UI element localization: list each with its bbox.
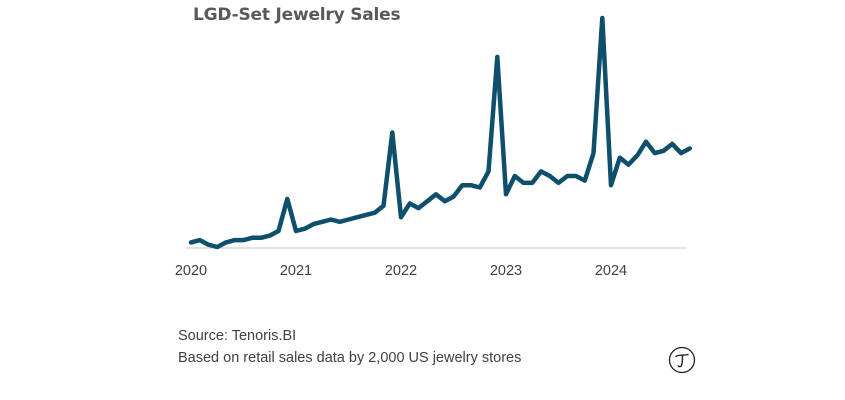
data-point (557, 181, 561, 185)
data-point (653, 151, 657, 155)
data-point (592, 151, 596, 155)
data-point (600, 16, 604, 20)
data-point (250, 236, 254, 240)
data-point (513, 174, 517, 178)
data-point (469, 183, 473, 187)
data-point (338, 220, 342, 224)
data-point (635, 153, 639, 157)
data-point (548, 174, 552, 178)
x-tick-label-2024: 2024 (595, 263, 627, 279)
data-point (417, 206, 421, 210)
data-point (268, 234, 272, 238)
data-point (198, 238, 202, 242)
data-point (609, 183, 613, 187)
data-point (583, 179, 587, 183)
data-point (382, 204, 386, 208)
data-point (460, 183, 464, 187)
data-point (679, 151, 683, 155)
data-point (259, 236, 263, 240)
data-point (522, 181, 526, 185)
data-point (688, 147, 692, 151)
data-point (618, 156, 622, 160)
data-point (294, 229, 298, 233)
data-point (434, 192, 438, 196)
data-point (355, 215, 359, 219)
data-point (644, 140, 648, 144)
data-point (443, 199, 447, 203)
x-tick-label-2022: 2022 (385, 263, 417, 279)
data-point (539, 169, 543, 173)
methodology-note: Based on retail sales data by 2,000 US j… (178, 350, 522, 366)
data-point (670, 142, 674, 146)
data-point (320, 220, 324, 224)
data-point (312, 222, 316, 226)
x-tick-label-2020: 2020 (175, 263, 207, 279)
data-point (425, 199, 429, 203)
series-group (188, 15, 693, 250)
data-point (233, 238, 237, 242)
data-point (662, 149, 666, 153)
x-axis-tick-labels: 2020 2021 2022 2023 2024 (175, 263, 627, 279)
tenoris-logo-icon (668, 346, 696, 374)
data-point (207, 243, 211, 247)
data-point (478, 186, 482, 190)
data-point (285, 197, 289, 201)
data-point (487, 169, 491, 173)
series-line (188, 15, 693, 250)
data-point (215, 245, 219, 249)
data-point (452, 195, 456, 199)
data-point (390, 131, 394, 135)
data-point (408, 202, 412, 206)
data-point (530, 181, 534, 185)
data-point (504, 192, 508, 196)
data-point (399, 215, 403, 219)
data-point (242, 238, 246, 242)
source-text: Source: Tenoris.BI (178, 328, 297, 344)
data-point (574, 174, 578, 178)
data-point (495, 55, 499, 59)
data-point (373, 211, 377, 215)
data-point (303, 227, 307, 231)
data-point (329, 218, 333, 222)
chart-title: LGD-Set Jewelry Sales (193, 5, 401, 25)
x-tick-label-2021: 2021 (280, 263, 312, 279)
data-point (277, 229, 281, 233)
data-point (627, 163, 631, 167)
data-point (224, 240, 228, 244)
data-point (189, 240, 193, 244)
line-chart: 2020 2021 2022 2023 2024 (175, 15, 693, 279)
data-point (347, 218, 351, 222)
data-point (364, 213, 368, 217)
x-tick-label-2023: 2023 (490, 263, 522, 279)
data-point (565, 174, 569, 178)
